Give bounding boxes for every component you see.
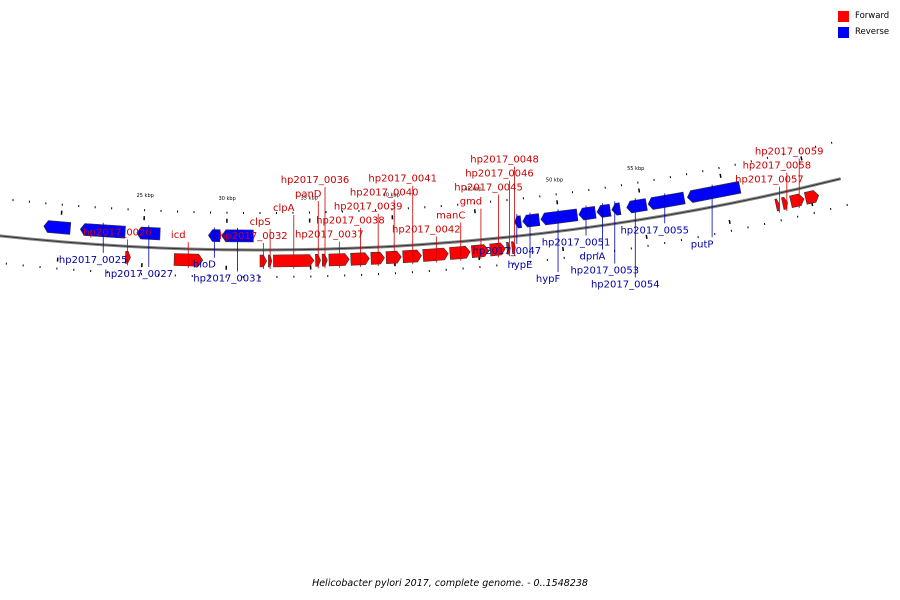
gene-label: hp2017_0039 [334,202,403,213]
gene-label: hp2017_0032 [219,231,288,242]
gene-label: hp2017_0038 [316,216,385,227]
forward-gene [774,198,780,212]
forward-gene [449,245,471,260]
gene-label: putP [691,239,714,250]
gene-label: manC [436,211,465,222]
gene-label: gmd [460,197,482,208]
reverse-gene [514,215,523,229]
scale-tick-label: 45 kbp [464,186,481,192]
gene-label: hp2017_0055 [620,225,689,236]
gene-label: clpA [273,203,295,214]
gene-label: hp2017_0041 [368,174,437,185]
legend-forward: Forward [838,9,889,23]
gene-label: hypE [508,260,533,271]
reverse-gene [522,213,541,228]
forward-gene [470,244,489,259]
major-tick-inner [638,188,641,193]
gene-label: hp2017_0059 [755,147,824,158]
gene-label: hp2017_0048 [470,155,539,166]
gene-labels: hp2017_0025 hp2017_0026 hp2017_0027 icd bioD… [59,147,824,291]
reverse-gene [647,191,686,210]
gene-label: dpnA [580,252,606,263]
forward-swatch [838,10,849,22]
reverse-label: Reverse [855,27,890,37]
caption-dash: - [527,578,534,589]
gene-label: hp2017_0037 [295,230,364,241]
scale-tick-label: 30 kbp [219,196,236,202]
gene-label: hp2017_0057 [735,175,804,186]
gene-label: hp2017_0027 [105,269,174,280]
major-tick-outer [562,246,565,252]
scale-tick-label: 55 kbp [627,166,644,172]
reverse-gene [578,206,597,221]
gene-label: panD [295,189,322,200]
gene-label: hp2017_0054 [591,280,660,291]
major-tick-inner [556,200,559,205]
scale-tick-label: 35 kbp [301,195,318,201]
scale-tick-label: 40 kbp [383,192,400,198]
reverse-gene [540,208,579,226]
forward-gene [789,193,805,209]
forward-label: Forward [855,11,890,21]
gene-label: hp2017_0045 [454,183,523,194]
gene-label: clpS [250,217,271,228]
gene-label: hp2017_0026 [83,227,152,238]
gene-label: hp2017_0058 [743,161,812,172]
gene-label: hp2017_0046 [465,169,534,180]
major-tick-outer [728,219,731,225]
forward-gene [350,252,370,266]
forward-gene [422,247,449,262]
forward-gene [402,249,422,264]
map-caption: Helicobacter pylori 2017, complete genom… [0,578,900,589]
forward-gene [803,190,820,205]
reverse-gene [43,220,72,235]
legend: Forward Reverse [838,9,889,41]
gene-label: icd [171,230,186,241]
backbone-core [0,178,841,251]
gene-label: hp2017_0042 [392,225,461,236]
major-tick-inner [719,173,722,178]
scale-tick-label: 25 kbp [137,193,154,199]
scale-tick-label: 50 kbp [546,177,563,183]
gene-label: bioD [193,260,216,271]
major-tick-inner [800,156,803,161]
gene-label: hp2017_0051 [542,238,611,249]
major-tick-outer [645,234,648,239]
gene-label: hypF [536,274,561,285]
gene-label: hp2017_0036 [281,175,350,186]
forward-gene [370,251,385,265]
gene-label: hp2017_0053 [570,266,639,277]
gene-label: hp2017_0040 [350,188,419,199]
caption-range: 0..1548238 [533,578,588,589]
reverse-gene [687,181,742,203]
gene-label: hp2017_0025 [59,255,128,266]
caption-title: Helicobacter pylori 2017, complete genom… [312,578,525,589]
reverse-swatch [838,26,849,38]
gene-label: hp2017_0047 [473,246,542,257]
reverse-gene [626,198,648,214]
reverse-gene [596,203,612,218]
gene-label: hp2017_0031 [193,274,262,285]
reverse-gene [611,202,622,216]
forward-gene [385,250,402,265]
legend-reverse: Reverse [838,25,889,39]
